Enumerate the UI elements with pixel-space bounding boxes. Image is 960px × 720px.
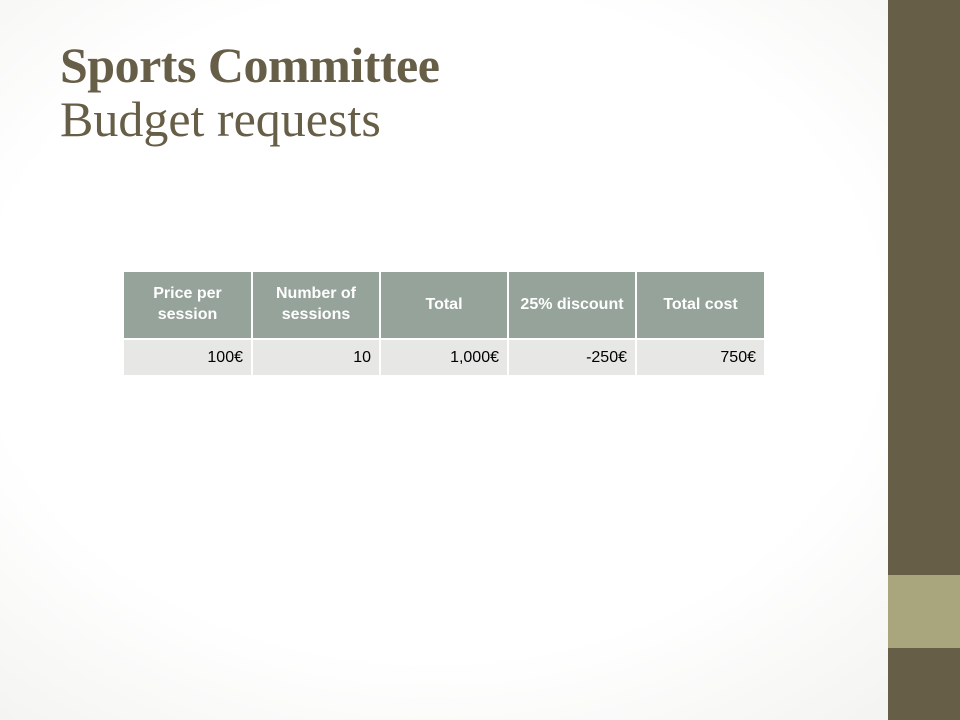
header-total-cost: Total cost	[636, 272, 764, 339]
cell-discount: -250€	[508, 338, 637, 375]
cell-total-cost: 750€	[636, 338, 764, 375]
header-total: Total	[380, 272, 509, 339]
decorative-sidebar-band	[888, 575, 960, 648]
table-row: 100€ 10 1,000€ -250€ 750€	[124, 338, 764, 375]
cell-total: 1,000€	[380, 338, 509, 375]
title-main: Sports Committee	[60, 37, 440, 93]
cell-price-per-session: 100€	[124, 338, 253, 375]
decorative-sidebar	[888, 0, 960, 720]
slide-title: Sports Committee Budget requests	[60, 37, 440, 147]
header-price-per-session: Price per session	[124, 272, 253, 339]
budget-table: Price per session Number of sessions Tot…	[124, 272, 764, 375]
table-header-row: Price per session Number of sessions Tot…	[124, 272, 764, 339]
cell-number-of-sessions: 10	[252, 338, 381, 375]
title-subtitle: Budget requests	[60, 91, 381, 147]
header-number-of-sessions: Number of sessions	[252, 272, 381, 339]
header-discount: 25% discount	[508, 272, 637, 339]
